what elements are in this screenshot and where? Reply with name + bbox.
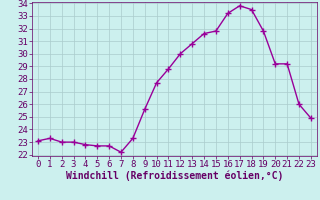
X-axis label: Windchill (Refroidissement éolien,°C): Windchill (Refroidissement éolien,°C) bbox=[66, 171, 283, 181]
